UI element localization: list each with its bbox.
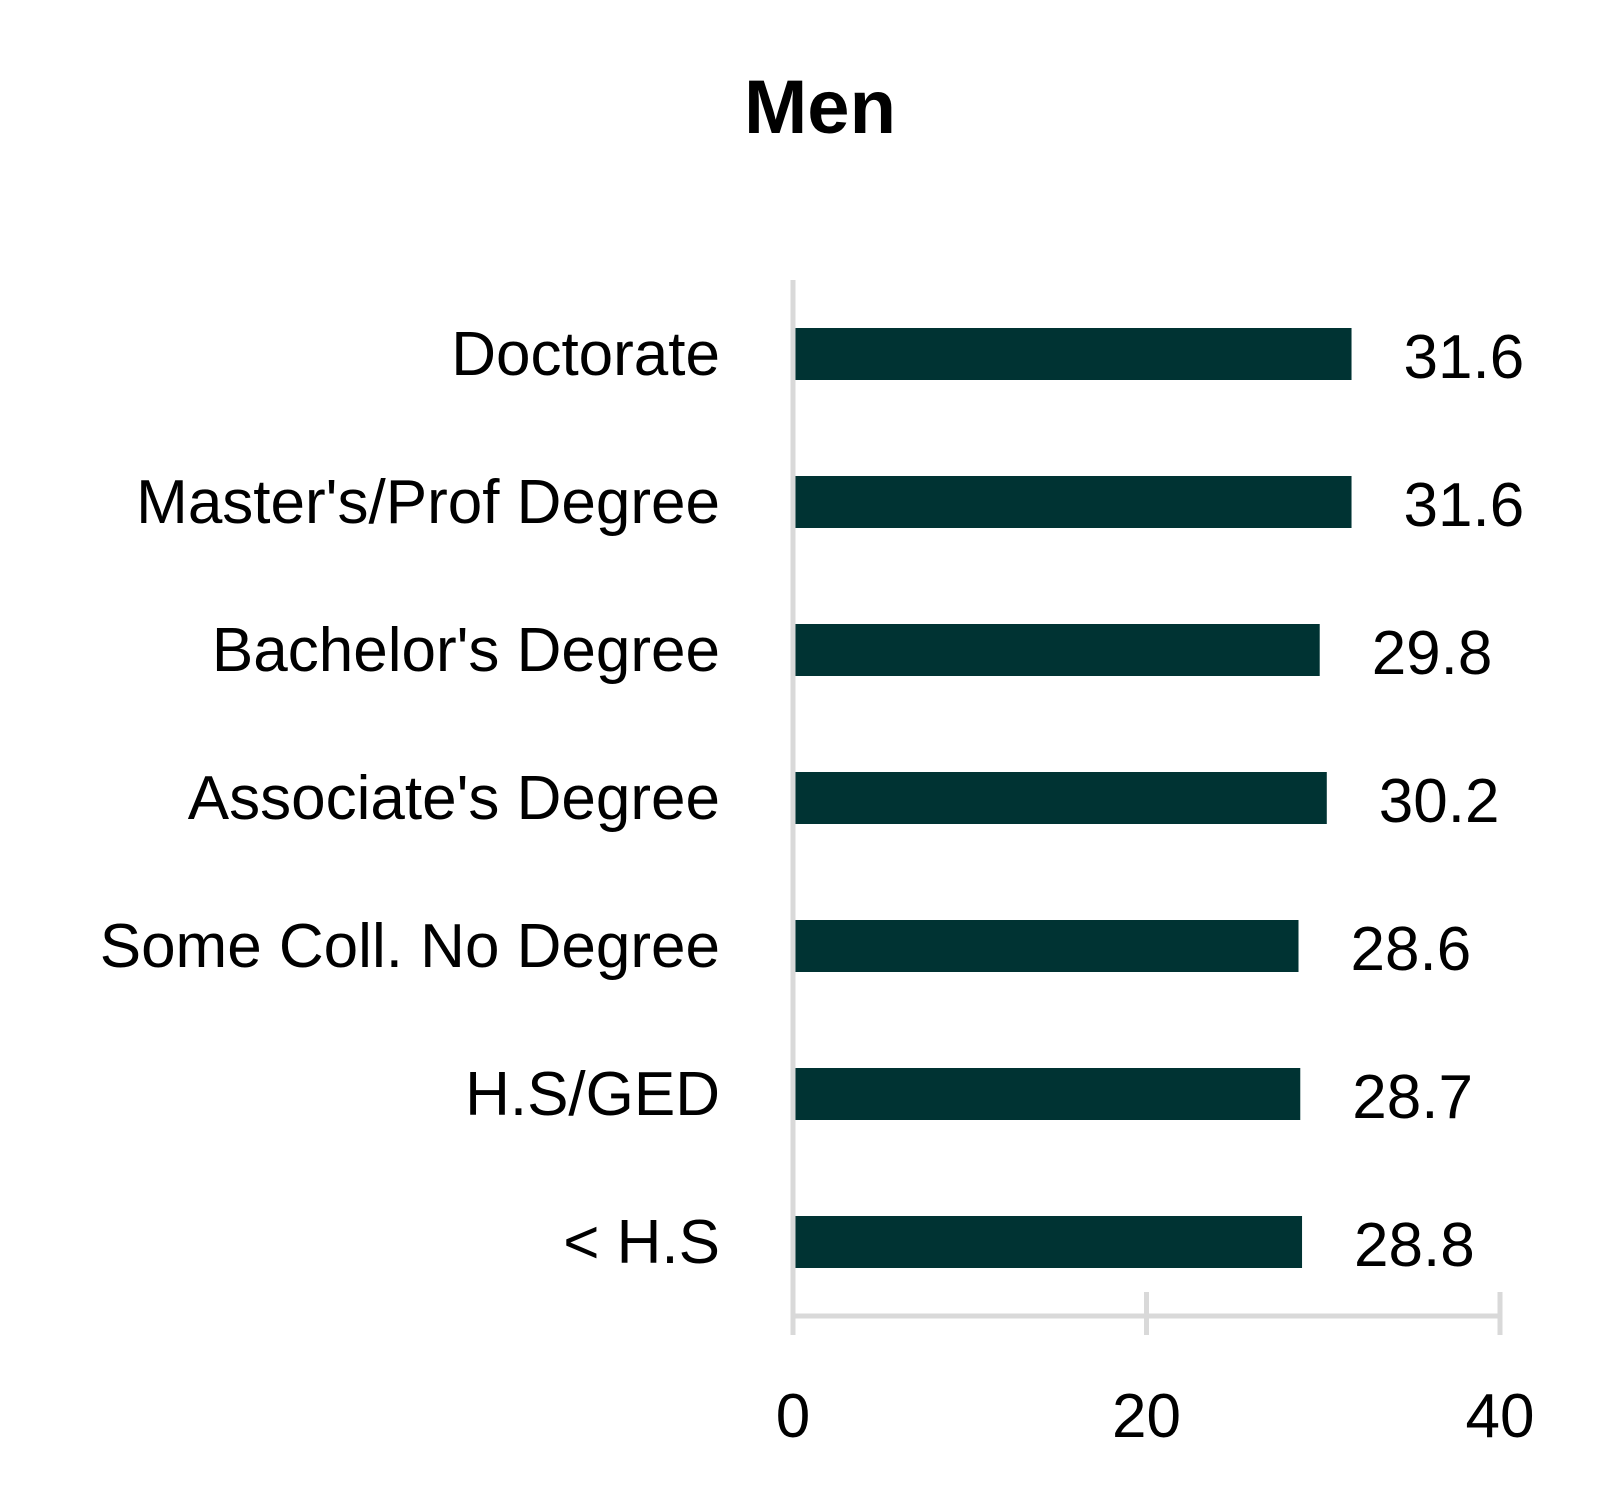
category-label-6: < H.S <box>563 1208 720 1277</box>
category-label-5: H.S/GED <box>465 1060 720 1129</box>
category-label-2: Bachelor's Degree <box>212 616 720 685</box>
value-label-3: 30.2 <box>1379 767 1500 836</box>
category-label-3: Associate's Degree <box>188 764 720 833</box>
labels-layer: Doctorate 31.6 Master's/Prof Degree 31.6 Bac… <box>100 320 1535 1451</box>
category-label-1: Master's/Prof Degree <box>136 468 720 537</box>
bar-2 <box>793 624 1320 676</box>
bar-1 <box>793 476 1352 528</box>
category-label-0: Doctorate <box>451 320 720 389</box>
bar-0 <box>793 328 1352 380</box>
value-label-1: 31.6 <box>1404 471 1525 540</box>
x-tick-label-0: 0 <box>776 1382 810 1451</box>
value-label-5: 28.7 <box>1352 1063 1473 1132</box>
category-label-4: Some Coll. No Degree <box>100 912 720 981</box>
bar-6 <box>793 1216 1303 1268</box>
x-tick-label-2: 40 <box>1466 1382 1535 1451</box>
chart-title: Men <box>744 65 896 150</box>
value-label-2: 29.8 <box>1372 619 1493 688</box>
axis-layer <box>790 280 1503 1335</box>
bar-4 <box>793 920 1299 972</box>
value-label-6: 28.8 <box>1354 1211 1475 1280</box>
bar-5 <box>793 1068 1301 1120</box>
value-label-4: 28.6 <box>1351 915 1472 984</box>
bars-layer <box>793 328 1352 1268</box>
x-tick-label-1: 20 <box>1112 1382 1181 1451</box>
bar-3 <box>793 772 1327 824</box>
value-label-0: 31.6 <box>1404 323 1525 392</box>
